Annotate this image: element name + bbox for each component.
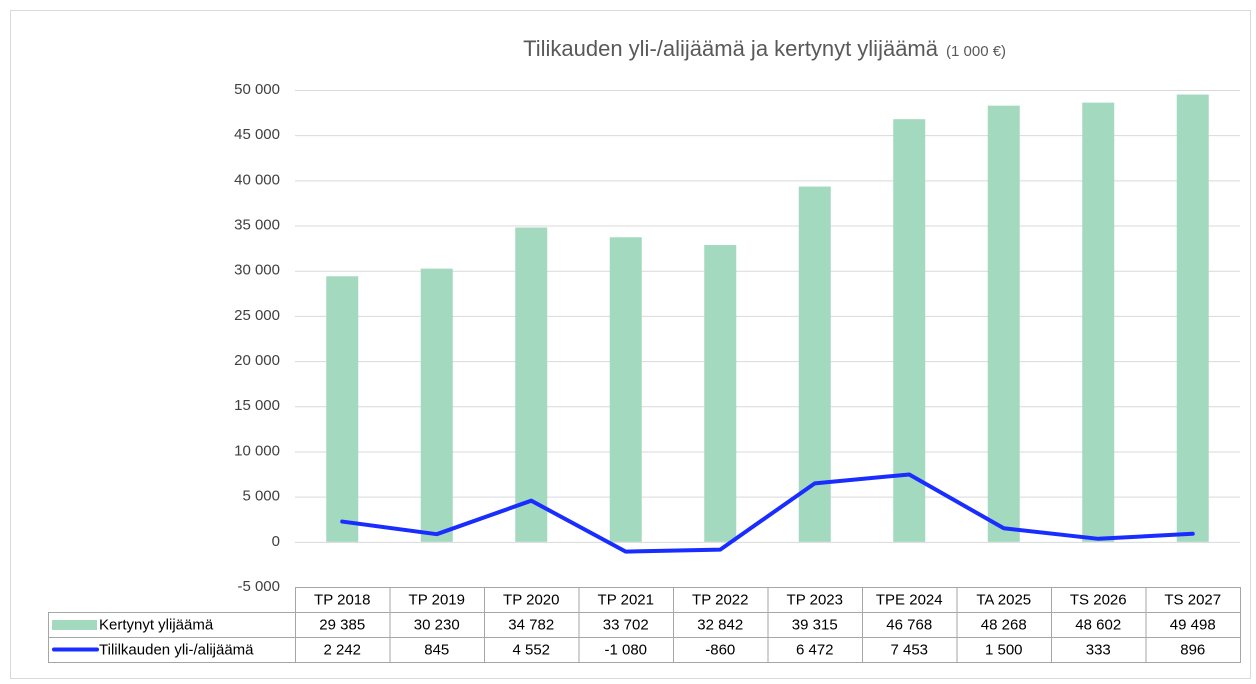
- x-tick-label: TP 2022: [692, 591, 748, 608]
- data-table-value: -1 080: [604, 641, 647, 658]
- data-table-value: 896: [1180, 641, 1205, 658]
- y-tick-label: 25 000: [234, 307, 280, 324]
- bar: [798, 186, 831, 542]
- data-table-value: 46 768: [886, 616, 932, 633]
- bar: [420, 268, 453, 542]
- data-table-value: 2 242: [323, 641, 361, 658]
- line: [340, 472, 1195, 554]
- data-table-value: 48 602: [1075, 616, 1121, 633]
- y-tick-label: -5 000: [237, 578, 280, 595]
- table-row: [48, 637, 1241, 663]
- data-table-value: 4 552: [512, 641, 550, 658]
- bar: [1176, 94, 1209, 542]
- data-table-value: 32 842: [697, 616, 743, 633]
- data-table-value: 30 230: [414, 616, 460, 633]
- data-table-value: 29 385: [319, 616, 365, 633]
- chart-subtitle: (1 000 €): [946, 43, 1006, 60]
- y-tick-label: 45 000: [234, 126, 280, 143]
- y-tick-label: 40 000: [234, 171, 280, 188]
- bar: [609, 237, 642, 542]
- bar: [515, 227, 548, 542]
- y-tick-label: 35 000: [234, 217, 280, 234]
- x-tick-label: TS 2026: [1070, 591, 1127, 608]
- data-table-value: 1 500: [985, 641, 1023, 658]
- data-table-value: 845: [424, 641, 449, 658]
- data-table-value: 39 315: [792, 616, 838, 633]
- bar: [1082, 102, 1115, 542]
- x-tick-label: TP 2020: [503, 591, 559, 608]
- data-table-value: 33 702: [603, 616, 649, 633]
- x-tick-label: TP 2021: [598, 591, 654, 608]
- legend-label: Tililkauden yli-/alijäämä: [99, 641, 254, 658]
- data-table-value: 49 498: [1170, 616, 1216, 633]
- bar: [893, 119, 926, 542]
- x-tick-label: TP 2023: [787, 591, 843, 608]
- data-table-value: 7 453: [890, 641, 928, 658]
- x-tick-label: TPE 2024: [876, 591, 943, 608]
- data-table-value: -860: [705, 641, 735, 658]
- y-tick-label: 15 000: [234, 397, 280, 414]
- legend-key: [52, 620, 97, 630]
- bar: [987, 105, 1020, 542]
- x-tick-label: TP 2019: [409, 591, 465, 608]
- y-tick-label: 20 000: [234, 352, 280, 369]
- bar: [326, 276, 359, 542]
- chart-title: Tilikauden yli-/alijäämä ja kertynyt yli…: [523, 36, 939, 61]
- y-tick-label: 10 000: [234, 442, 280, 459]
- data-table-value: 34 782: [508, 616, 554, 633]
- bar: [704, 245, 737, 542]
- data-table-value: 333: [1086, 641, 1111, 658]
- legend-label: Kertynyt ylijäämä: [99, 616, 214, 633]
- y-tick-label: 5 000: [242, 488, 280, 505]
- x-tick-label: TP 2018: [314, 591, 370, 608]
- x-tick-label: TA 2025: [976, 591, 1031, 608]
- y-tick-label: 0: [272, 533, 280, 550]
- data-table-value: 6 472: [796, 641, 834, 658]
- data-table-value: 48 268: [981, 616, 1027, 633]
- y-tick-label: 50 000: [234, 81, 280, 98]
- x-tick-label: TS 2027: [1164, 591, 1221, 608]
- y-tick-label: 30 000: [234, 262, 280, 279]
